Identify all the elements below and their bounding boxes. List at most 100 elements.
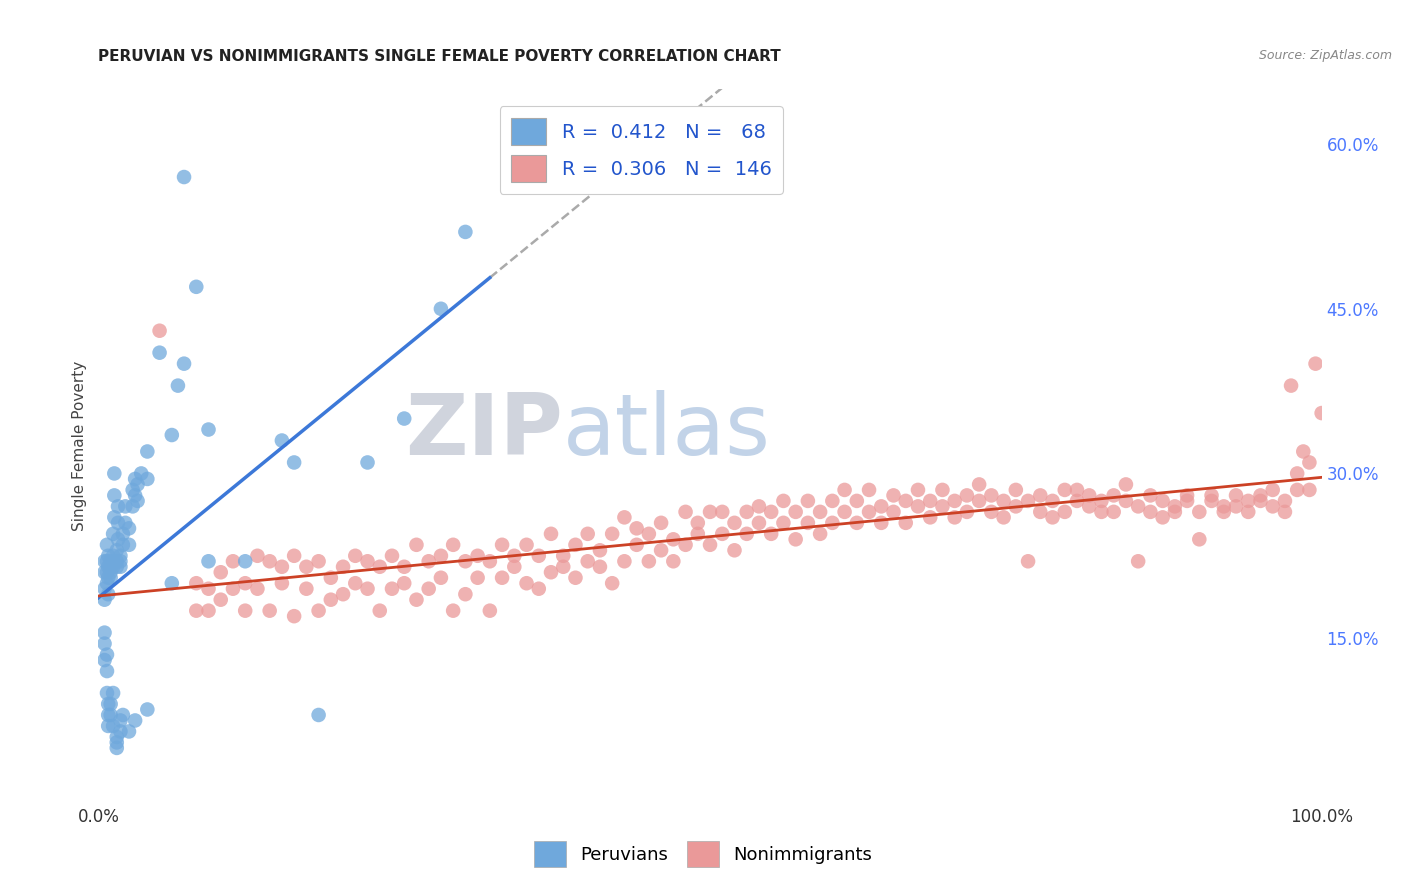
Point <box>246 582 269 596</box>
Point <box>344 549 367 563</box>
Point <box>967 477 990 491</box>
Point <box>748 516 770 530</box>
Point <box>1261 483 1284 497</box>
Point <box>1292 444 1315 458</box>
Point <box>111 538 134 552</box>
Point <box>97 549 120 563</box>
Point <box>1004 500 1026 514</box>
Point <box>1261 500 1284 514</box>
Point <box>110 549 132 563</box>
Text: PERUVIAN VS NONIMMIGRANTS SINGLE FEMALE POVERTY CORRELATION CHART: PERUVIAN VS NONIMMIGRANTS SINGLE FEMALE … <box>98 49 782 64</box>
Point <box>662 533 685 547</box>
Point <box>103 510 125 524</box>
Point <box>943 494 966 508</box>
Point <box>527 582 550 596</box>
Point <box>118 538 141 552</box>
Point <box>197 582 219 596</box>
Point <box>97 559 120 574</box>
Point <box>686 526 709 541</box>
Point <box>270 434 294 448</box>
Point <box>515 576 537 591</box>
Point <box>136 702 159 716</box>
Point <box>454 225 477 239</box>
Point <box>920 510 942 524</box>
Point <box>723 543 745 558</box>
Point <box>283 455 305 469</box>
Point <box>1212 505 1234 519</box>
Point <box>233 554 256 568</box>
Point <box>101 549 124 563</box>
Point <box>467 571 489 585</box>
Point <box>430 301 453 316</box>
Point <box>1201 488 1223 502</box>
Point <box>613 554 636 568</box>
Point <box>100 697 122 711</box>
Point <box>1053 505 1076 519</box>
Point <box>931 483 953 497</box>
Point <box>600 526 623 541</box>
Point <box>186 280 208 294</box>
Point <box>418 582 440 596</box>
Point <box>527 549 550 563</box>
Point <box>107 533 129 547</box>
Point <box>101 686 124 700</box>
Point <box>1164 505 1187 519</box>
Point <box>1042 510 1064 524</box>
Point <box>454 554 477 568</box>
Point <box>650 543 672 558</box>
Point <box>356 455 378 469</box>
Point <box>1102 505 1125 519</box>
Point <box>381 549 404 563</box>
Point <box>160 428 183 442</box>
Point <box>356 582 378 596</box>
Point <box>270 576 294 591</box>
Point <box>1175 494 1198 508</box>
Point <box>1305 357 1327 371</box>
Point <box>405 538 427 552</box>
Point <box>97 587 120 601</box>
Point <box>233 576 256 591</box>
Point <box>127 494 149 508</box>
Point <box>100 566 122 580</box>
Point <box>392 576 416 591</box>
Point <box>93 637 115 651</box>
Point <box>430 571 453 585</box>
Point <box>114 500 136 514</box>
Point <box>100 571 122 585</box>
Text: ZIP: ZIP <box>405 390 564 474</box>
Point <box>167 378 190 392</box>
Point <box>100 554 122 568</box>
Point <box>980 505 1002 519</box>
Point <box>283 609 305 624</box>
Point <box>797 494 820 508</box>
Point <box>589 543 612 558</box>
Point <box>772 494 794 508</box>
Point <box>797 516 820 530</box>
Point <box>1078 500 1101 514</box>
Point <box>105 554 128 568</box>
Point <box>1249 488 1271 502</box>
Point <box>110 554 132 568</box>
Point <box>576 554 599 568</box>
Point <box>222 582 245 596</box>
Point <box>845 516 868 530</box>
Point <box>1029 488 1052 502</box>
Point <box>319 571 342 585</box>
Point <box>772 516 794 530</box>
Point <box>564 538 586 552</box>
Point <box>381 582 404 596</box>
Point <box>259 554 281 568</box>
Point <box>600 576 623 591</box>
Point <box>1225 500 1247 514</box>
Point <box>1152 494 1174 508</box>
Point <box>93 566 115 580</box>
Point <box>160 576 183 591</box>
Point <box>430 549 453 563</box>
Point <box>319 592 342 607</box>
Point <box>107 516 129 530</box>
Point <box>233 604 256 618</box>
Point <box>197 604 219 618</box>
Point <box>834 505 856 519</box>
Point <box>110 559 132 574</box>
Point <box>503 559 526 574</box>
